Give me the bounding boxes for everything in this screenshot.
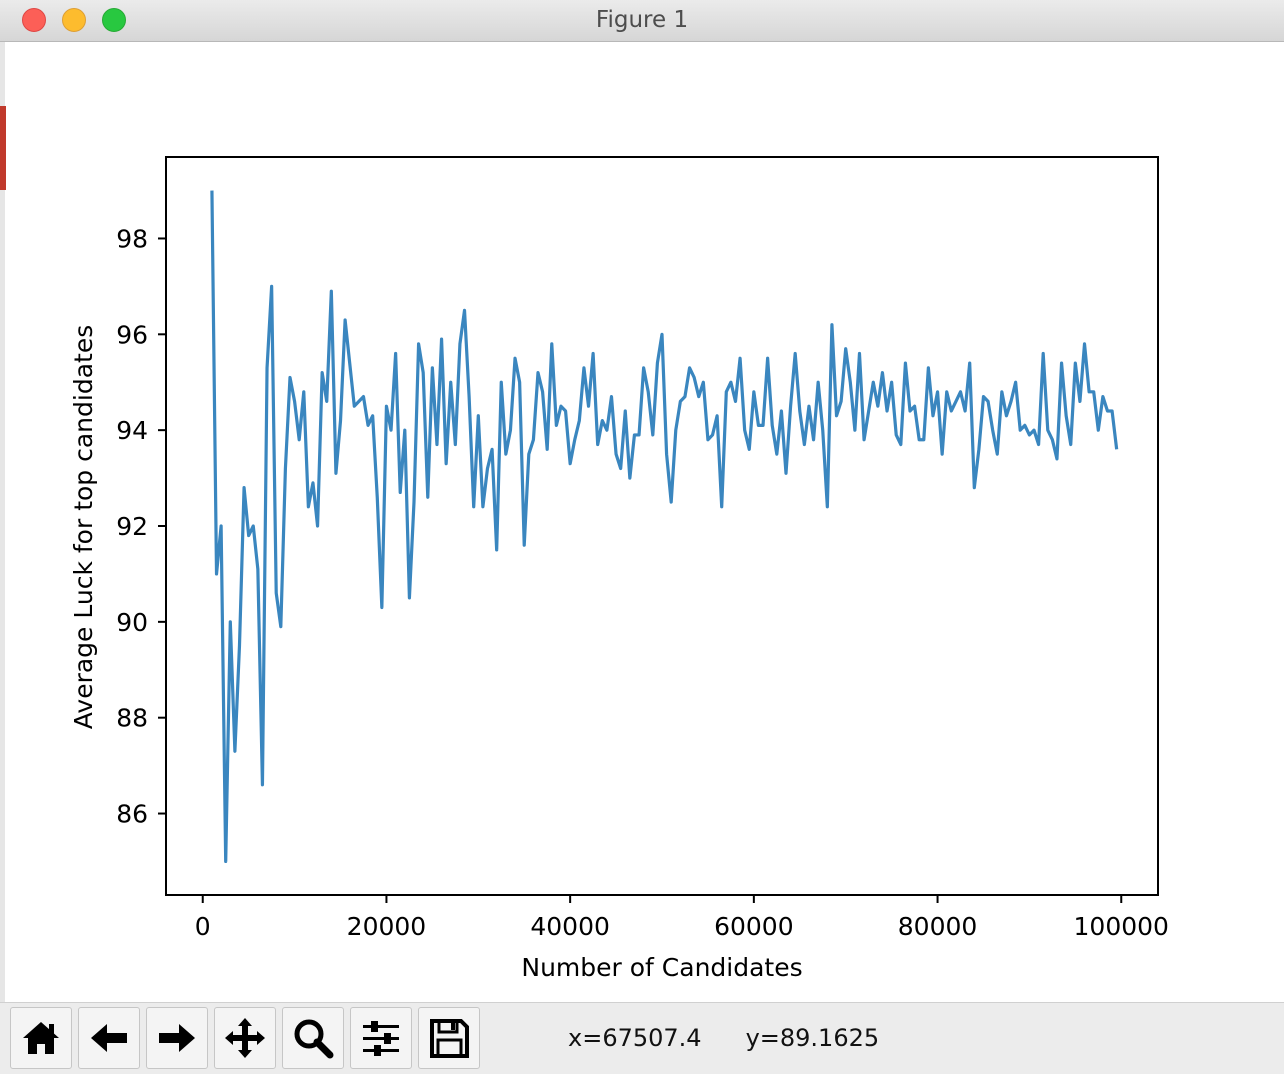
zoom-button[interactable] [282,1007,344,1069]
arrow-right-icon [159,1024,195,1052]
y-coordinate-readout: y=89.1625 [745,1024,880,1052]
y-tick-label: 86 [116,800,148,829]
configure-subplots-button[interactable] [350,1007,412,1069]
sliders-icon [363,1021,399,1056]
x-axis-label: Number of Candidates [521,953,802,982]
y-tick-label: 94 [116,416,148,445]
background-window-accent [0,106,6,190]
floppy-disk-icon [430,1019,469,1058]
x-tick-label: 0 [195,912,211,941]
y-tick-label: 98 [116,224,148,253]
back-button[interactable] [78,1007,140,1069]
cursor-coordinates-readout: x=67507.4 y=89.1625 [568,1024,923,1052]
home-button[interactable] [10,1007,72,1069]
axes-frame [165,156,1159,896]
minimize-window-button[interactable] [62,8,86,32]
maximize-window-button[interactable] [102,8,126,32]
forward-button[interactable] [146,1007,208,1069]
move-icon [225,1018,265,1058]
y-axis-label: Average Luck for top candidates [69,325,98,729]
series-line [210,190,1119,864]
save-button[interactable] [418,1007,480,1069]
x-tick-label: 20000 [347,912,427,941]
arrow-left-icon [91,1024,127,1052]
y-tick-label: 92 [116,512,148,541]
y-tick-label: 88 [116,704,148,733]
x-tick-label: 60000 [714,912,794,941]
pan-button[interactable] [214,1007,276,1069]
x-tick-label: 100000 [1074,912,1169,941]
y-tick-label: 90 [116,608,148,637]
magnifier-icon [294,1019,334,1059]
window-titlebar: Figure 1 [0,0,1284,42]
chart-figure[interactable]: 0 20000 40000 60000 80000 100000 86 88 90 92 94 96 9… [0,42,1284,1002]
x-coordinate-readout: x=67507.4 [568,1024,702,1052]
home-icon [23,1022,59,1054]
close-window-button[interactable] [22,8,46,32]
x-tick-label: 40000 [530,912,610,941]
window-title: Figure 1 [595,7,689,33]
background-window-edge [0,42,5,1002]
x-tick-label: 80000 [898,912,978,941]
y-tick-label: 96 [116,320,148,349]
navigation-toolbar [0,1002,1284,1074]
